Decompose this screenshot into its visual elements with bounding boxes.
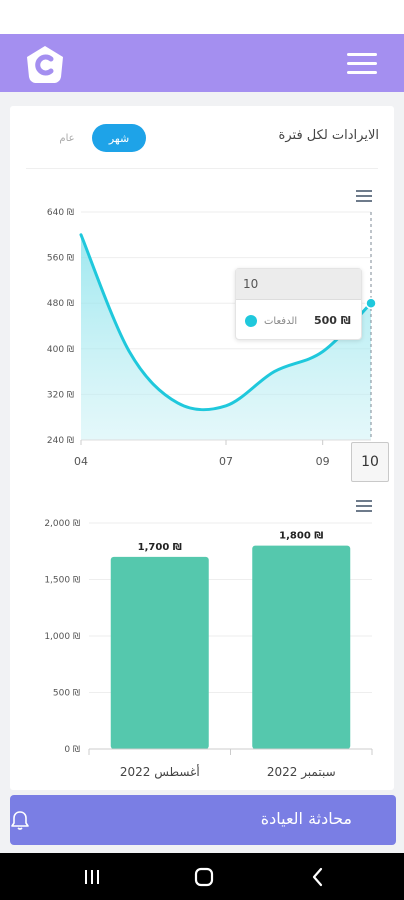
app-header (0, 34, 404, 92)
bell-icon (11, 811, 29, 830)
bar (110, 556, 209, 749)
data-point (365, 297, 377, 309)
x-tick-label: سبتمبر 2022 (267, 765, 336, 780)
x-tick-label: أغسطس 2022 (120, 764, 200, 780)
chart-menu-icon[interactable] (356, 500, 372, 512)
y-tick-label: 500 ₪ (53, 689, 80, 699)
home-icon[interactable] (192, 865, 216, 889)
y-tick-label: 0 ₪ (64, 745, 80, 755)
hamburger-menu-icon[interactable] (344, 49, 380, 79)
bar-data-label: 1,700 ₪ (138, 542, 182, 553)
x-tick-label: 09 (316, 455, 330, 468)
back-icon[interactable] (306, 865, 330, 889)
card-title: الايرادات لكل فترة (278, 128, 379, 143)
clinic-chat-button[interactable]: محادثة العيادة (10, 795, 396, 845)
bar (252, 545, 351, 749)
bar-data-label: 1,800 ₪ (279, 531, 323, 542)
tooltip-value: 500 ₪ (314, 314, 351, 327)
tooltip-series-label: الدفعات (264, 316, 298, 327)
y-tick-label: 400 ₪ (47, 345, 74, 355)
x-tick-label: 04 (74, 455, 88, 468)
c-logo-icon[interactable] (24, 45, 66, 85)
area-fill (81, 234, 371, 440)
y-tick-label: 320 ₪ (47, 390, 74, 400)
y-tick-label: 2,000 ₪ (44, 519, 80, 529)
crosshair-x-label: 10 (351, 442, 389, 482)
payments-area-chart: 640 ₪ 560 ₪ 480 ₪ 400 ₪ 320 ₪ 240 ₪04 07 09 (47, 208, 377, 468)
year-toggle-button[interactable]: عام (59, 132, 75, 144)
chart-tooltip: 10 الدفعات 500 ₪ (235, 268, 362, 340)
series-line (79, 233, 373, 412)
y-tick-label: 1,000 ₪ (44, 632, 80, 642)
y-tick-label: 240 ₪ (47, 436, 74, 446)
y-tick-label: 480 ₪ (47, 299, 74, 309)
chart-menu-icon[interactable] (356, 190, 372, 202)
y-tick-label: 1,500 ₪ (44, 576, 80, 586)
status-bar (0, 0, 404, 34)
series-marker (245, 315, 257, 327)
y-tick-label: 640 ₪ (47, 208, 74, 218)
monthly-bar-chart: 2,000 ₪ 1,500 ₪ 1,000 ₪ 500 ₪ 0 ₪ 1,700 ₪ أغسط… (44, 519, 373, 780)
month-toggle-button[interactable]: شهر (92, 124, 146, 152)
system-nav-bar (0, 853, 404, 900)
recents-icon[interactable] (80, 865, 104, 889)
y-tick-label: 560 ₪ (47, 254, 74, 264)
x-tick-label: 07 (219, 455, 233, 468)
tooltip-header: 10 (236, 269, 361, 300)
clinic-chat-label: محادثة العيادة (260, 809, 352, 828)
divider (26, 168, 378, 169)
